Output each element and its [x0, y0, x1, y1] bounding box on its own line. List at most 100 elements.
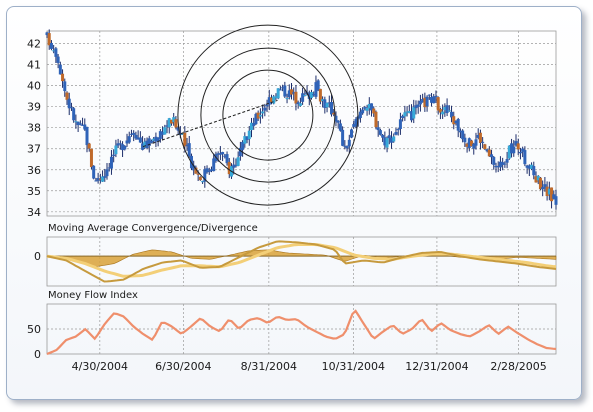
price-y-tick-label: 37 [27, 143, 41, 156]
candle-body [410, 111, 414, 121]
candle-body [503, 163, 507, 165]
candle-body [81, 124, 85, 126]
x-tick-label: 2/28/2005 [490, 360, 546, 373]
candle-body [154, 136, 158, 142]
candle-body [461, 130, 465, 140]
candle-body [325, 102, 329, 108]
candle-body [287, 90, 291, 98]
candle-body [65, 92, 69, 100]
candle-body [547, 188, 551, 195]
candle-body [56, 56, 60, 63]
candle-body [514, 141, 518, 146]
candle-body [316, 80, 320, 91]
candle-body [554, 196, 558, 205]
candle-body [450, 111, 454, 118]
candle-body [447, 110, 451, 112]
candle-body [285, 98, 289, 100]
candle-body [507, 145, 511, 159]
candle-body [281, 87, 285, 89]
candle-body [412, 107, 416, 119]
candle-body [545, 186, 549, 197]
candle-body [552, 194, 556, 199]
candle-body [332, 112, 336, 115]
candle-body [403, 112, 407, 117]
candle-body [94, 180, 98, 182]
candle-body [378, 130, 382, 135]
candle-body [505, 159, 509, 163]
candle-body [107, 167, 111, 169]
price-y-tick-label: 35 [27, 185, 41, 198]
candle-body [121, 144, 125, 151]
candle-body [458, 130, 462, 133]
candle-body [243, 136, 247, 144]
candle-body [138, 137, 142, 143]
mfi-y-tick-label: 50 [27, 323, 41, 336]
candle-body [265, 104, 269, 107]
candle-body [249, 122, 253, 131]
candle-body [152, 138, 156, 141]
candle-body [383, 137, 387, 146]
candle-body [125, 140, 129, 144]
candle-body [381, 135, 385, 138]
mfi-gridlines [46, 303, 557, 355]
macd-line [46, 240, 557, 283]
concentric-circle [222, 69, 314, 161]
candle-body [372, 108, 376, 114]
candle-body [523, 150, 527, 165]
candle-body [89, 148, 93, 168]
candle-body [143, 141, 147, 148]
candle-body [174, 119, 178, 128]
candle-body [516, 143, 520, 150]
candle-body [63, 81, 67, 92]
candle-body [263, 107, 267, 111]
candle-body [67, 98, 71, 109]
candle-body [207, 170, 211, 172]
candle-body [454, 120, 458, 124]
candle-body [538, 177, 542, 190]
candle-body [196, 173, 200, 175]
candle-body [283, 85, 287, 97]
candle-body [136, 137, 140, 140]
candle-body [456, 119, 460, 131]
candle-body [96, 178, 100, 181]
candle-body [149, 140, 153, 143]
candle-body [443, 107, 447, 111]
candle-body [225, 154, 229, 164]
candle-body [494, 165, 498, 168]
candle-body [394, 132, 398, 135]
candle-body [232, 164, 236, 168]
candle-body [69, 107, 73, 109]
candle-body [49, 42, 53, 49]
candle-body [492, 157, 496, 165]
candle-body [258, 114, 262, 117]
candle-body [289, 89, 293, 95]
candle-body [252, 123, 256, 126]
candle-body [478, 132, 482, 143]
candle-body [350, 129, 354, 138]
candle-body [194, 167, 198, 174]
candle-body [550, 187, 554, 202]
candle-body [445, 105, 449, 114]
candle-body [172, 117, 176, 123]
candle-body [234, 165, 238, 167]
candle-body [103, 176, 107, 178]
candle-body [236, 157, 240, 166]
candle-body [396, 129, 400, 131]
price-y-tick-label: 36 [27, 164, 41, 177]
candle-body [272, 96, 276, 104]
candle-body [307, 93, 311, 99]
candle-body [385, 137, 389, 148]
candle-body [374, 111, 378, 128]
macd-y-tick-label: 0 [34, 250, 41, 263]
plot-border [46, 30, 557, 217]
candle-body [254, 113, 258, 125]
candle-body [209, 169, 213, 171]
candle-body [438, 109, 442, 113]
candle-body [474, 139, 478, 146]
candle-body [83, 124, 87, 130]
plot-border [46, 236, 557, 287]
x-tick-label: 12/31/2004 [405, 360, 468, 373]
candle-body [363, 107, 367, 109]
candle-body [370, 103, 374, 111]
candle-body [74, 121, 78, 123]
